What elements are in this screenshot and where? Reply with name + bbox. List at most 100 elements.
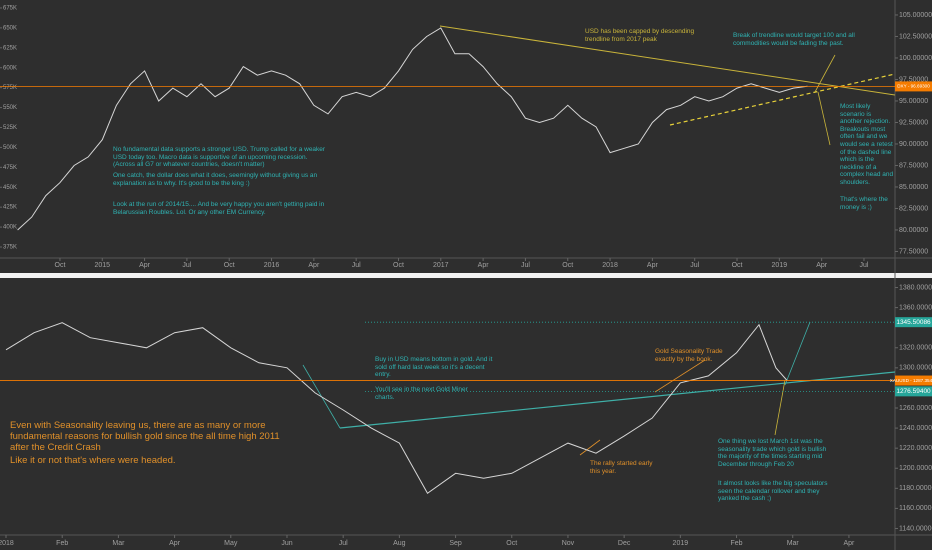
y2-tick-label: 400K [3, 225, 17, 231]
x-tick-label: Feb [56, 540, 68, 547]
y-tick-label: 90.00000 [899, 141, 928, 148]
y2-tick-label: 650K [3, 25, 17, 31]
price-label: XAUUSD - 1287.35400 [890, 378, 932, 383]
x-tick-label: Aug [393, 540, 406, 547]
y2-tick-label: 450K [3, 185, 17, 191]
arrow [774, 379, 786, 436]
y-tick-label: 92.50000 [899, 119, 928, 126]
x-tick-label: Apr [647, 262, 659, 269]
x-tick-label: Jul [690, 262, 699, 269]
arrow [784, 321, 811, 386]
x-tick-label: Dec [618, 540, 631, 547]
y2-tick-label: 550K [3, 105, 17, 111]
price-label-box [895, 81, 932, 92]
price-label-box [895, 386, 932, 397]
x-tick-label: 2018 [602, 262, 618, 269]
price-line [5, 322, 788, 495]
y2-tick-label: 500K [3, 145, 17, 151]
x-tick-label: 2015 [94, 262, 110, 269]
y2-tick-label: 525K [3, 125, 17, 131]
y-tick-label: 1260.00000 [899, 405, 932, 412]
annotation: Like it or not that's where were headed. [10, 455, 176, 466]
annotation: Most likely scenario is another rejectio… [840, 103, 894, 186]
x-tick-label: Jun [281, 540, 292, 547]
x-tick-label: Apr [169, 540, 181, 547]
y2-tick-label: 475K [3, 165, 17, 171]
y-tick-label: 95.00000 [899, 98, 928, 105]
x-tick-label: May [224, 540, 238, 547]
y-tick-label: 1300.00000 [899, 365, 932, 372]
x-tick-label: Sep [449, 540, 462, 547]
y-tick-label: 87.50000 [899, 162, 928, 169]
x-tick-label: 2017 [433, 262, 449, 269]
x-tick-label: Oct [55, 262, 66, 269]
arrow [814, 54, 836, 93]
y2-tick-label: 575K [3, 85, 17, 91]
x-tick-label: Oct [732, 262, 743, 269]
y-tick-label: 105.00000 [899, 12, 932, 19]
x-tick-label: Jul [521, 262, 530, 269]
x-tick-label: Oct [562, 262, 573, 269]
annotation: Gold Seasonality Trade exactly by the bo… [655, 348, 723, 363]
trendline [339, 371, 896, 429]
annotation: No fundamental data supports a stronger … [113, 146, 326, 169]
x-tick-label: Jul [859, 262, 868, 269]
price-label-box [895, 317, 932, 328]
price-label-box [895, 375, 932, 386]
y2-tick-label: 425K [3, 205, 17, 211]
y-tick-label: 1360.00000 [899, 304, 932, 311]
x-tick-label: Jul [339, 540, 348, 547]
annotation: Even with Seasonality leaving us, there … [10, 420, 280, 453]
annotation: One thing we lost March 1st was the seas… [718, 438, 827, 468]
neckline [669, 73, 896, 126]
y-tick-label: 97.50000 [899, 76, 928, 83]
annotation: You'll see in the next Gold Miner charts… [375, 386, 468, 401]
y-tick-label: 1240.00000 [899, 425, 932, 432]
x-tick-label: Apr [308, 262, 320, 269]
annotation: That's where the money is ;) [840, 196, 888, 211]
y-tick-label: 85.00000 [899, 184, 928, 191]
x-tick-label: Apr [843, 540, 855, 547]
y-tick-label: 100.00000 [899, 55, 932, 62]
x-tick-label: Oct [506, 540, 517, 547]
price-line [17, 27, 808, 231]
y2-tick-label: 625K [3, 45, 17, 51]
y-tick-label: 102.50000 [899, 33, 932, 40]
x-tick-label: Nov [562, 540, 575, 547]
price-label: DXY - 96.69300 [897, 84, 930, 89]
x-tick-label: 2019 [673, 540, 689, 547]
x-tick-label: Apr [816, 262, 828, 269]
annotation: USD has been capped by descending trendl… [585, 28, 695, 43]
y-tick-label: 1140.00000 [899, 525, 932, 532]
x-tick-label: 2018 [0, 540, 14, 547]
y2-tick-label: 675K [3, 6, 17, 12]
y2-tick-label: 375K [3, 245, 17, 251]
x-tick-label: 2016 [264, 262, 280, 269]
x-tick-label: Apr [139, 262, 151, 269]
y-tick-label: 1220.00000 [899, 445, 932, 452]
x-tick-label: 2019 [772, 262, 788, 269]
arrow [817, 91, 831, 146]
x-tick-label: Oct [393, 262, 404, 269]
annotation: Look at the run of 2014/15.... And be ve… [113, 201, 325, 216]
x-tick-label: Feb [731, 540, 743, 547]
price-label: 1276.59400 [896, 388, 931, 395]
x-tick-label: Jul [182, 262, 191, 269]
x-tick-label: Apr [478, 262, 490, 269]
annotation: It almost looks like the big speculators… [718, 480, 828, 503]
y-tick-label: 1160.00000 [899, 505, 932, 512]
price-label: 1345.50086 [896, 319, 931, 326]
y2-tick-label: 600K [3, 65, 17, 71]
x-tick-label: Mar [112, 540, 125, 547]
x-tick-label: Mar [787, 540, 800, 547]
annotation: The rally started early this year. [590, 460, 653, 475]
arrow [654, 359, 706, 393]
y-tick-label: 80.00000 [899, 227, 928, 234]
arrow [579, 439, 601, 456]
annotation: One catch, the dollar does what it does,… [113, 172, 318, 187]
x-tick-label: Jul [352, 262, 361, 269]
y-tick-label: 82.50000 [899, 205, 928, 212]
y-tick-label: 1180.00000 [899, 485, 932, 492]
